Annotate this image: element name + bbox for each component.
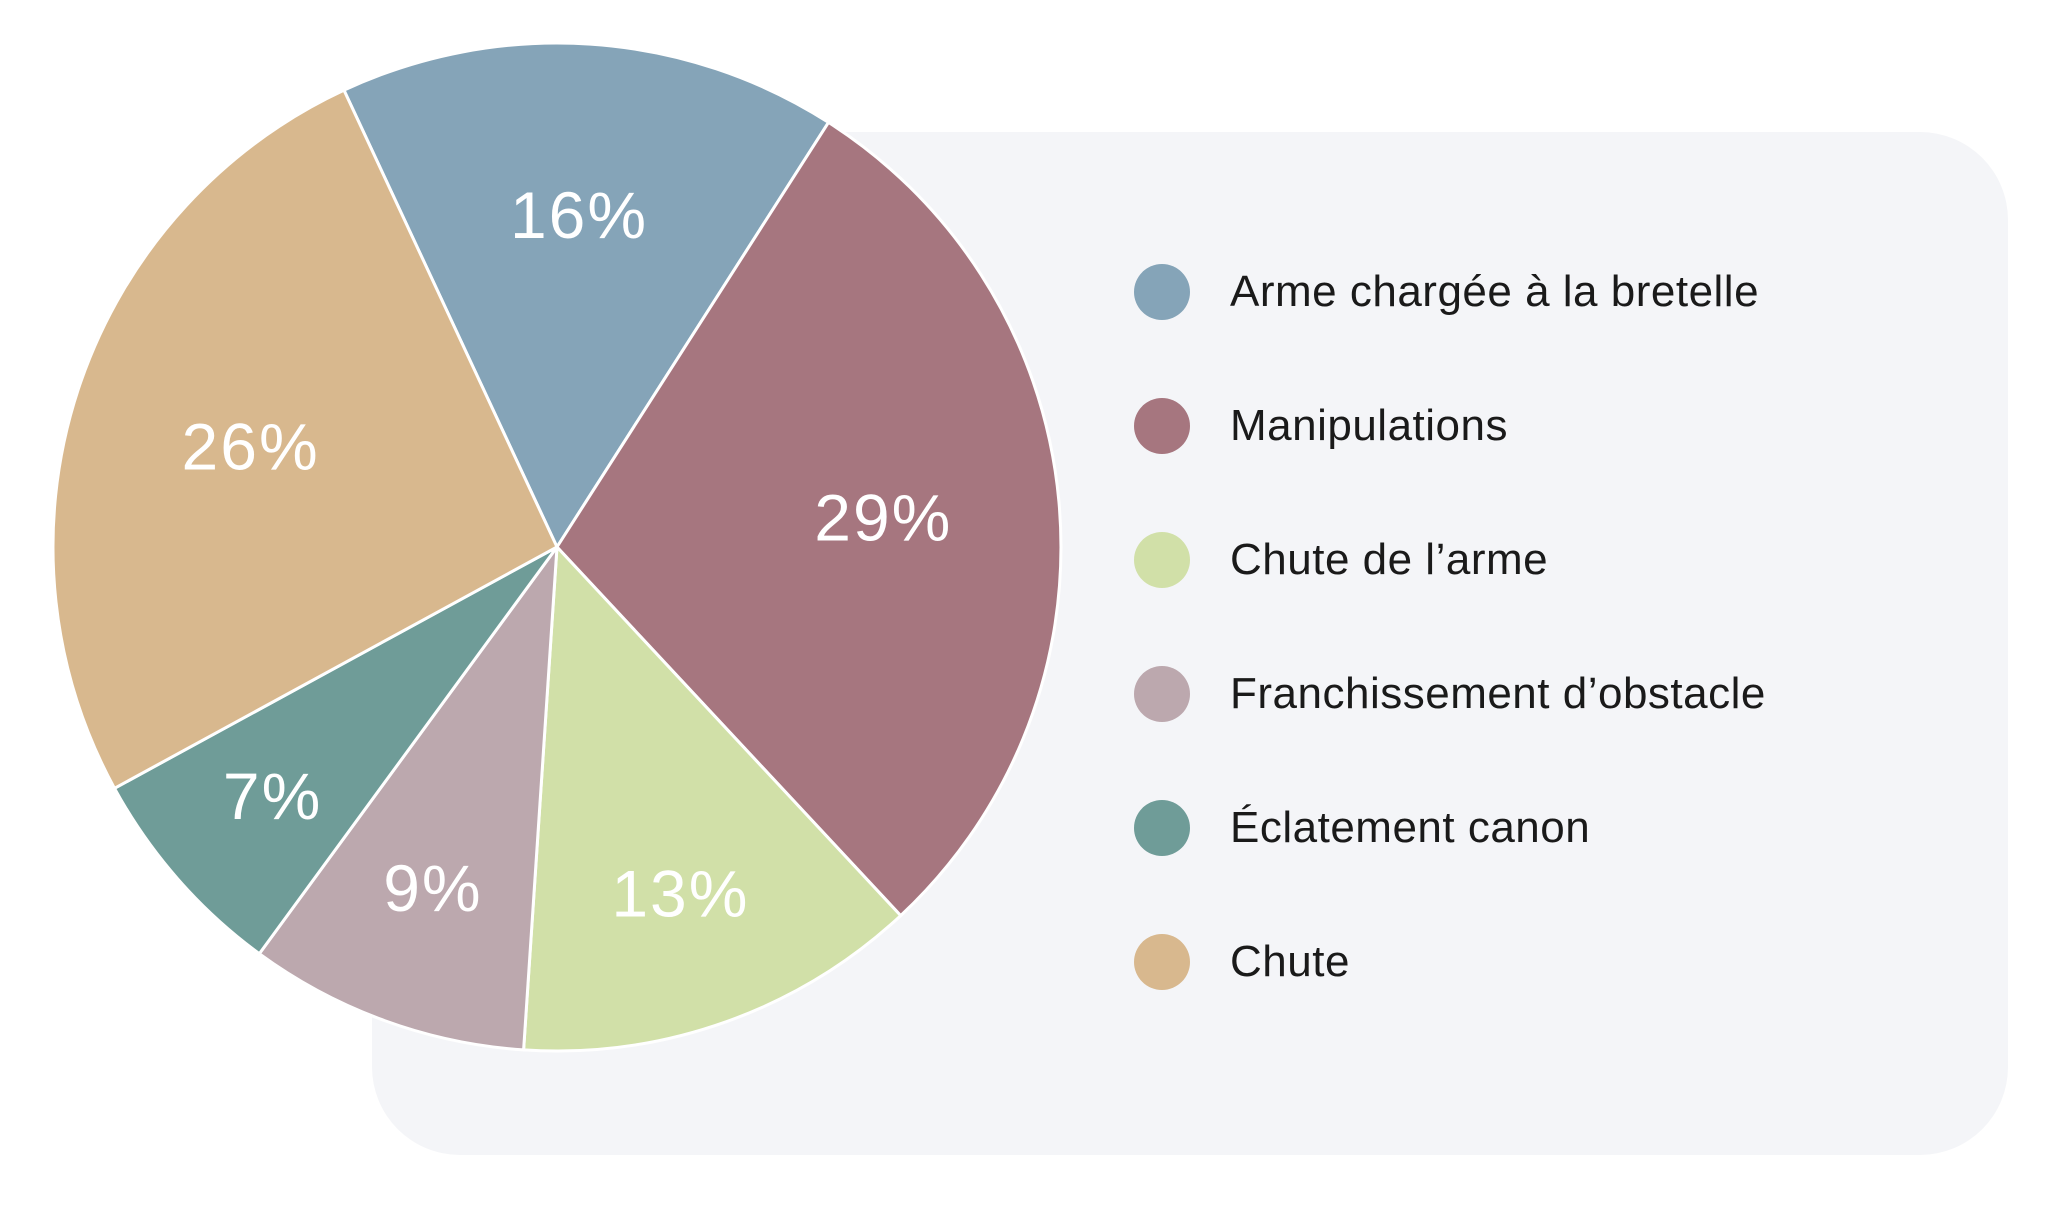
- legend-item-label: Chute de l’arme: [1230, 535, 1549, 584]
- pie-slice-percent-label: 7%: [223, 759, 322, 833]
- legend-swatch-circle: [1134, 532, 1190, 588]
- pie-slice: [51, 88, 559, 790]
- legend-item: Arme chargée à la bretelle: [1134, 225, 1766, 359]
- pie-slice-percent-label: 13%: [611, 857, 749, 931]
- legend-item: Franchissement d’obstacle: [1134, 627, 1766, 761]
- legend-swatch-circle: [1134, 666, 1190, 722]
- legend-item-label: Manipulations: [1230, 401, 1508, 450]
- legend-swatch-circle: [1134, 800, 1190, 856]
- legend-item: Manipulations: [1134, 359, 1766, 493]
- legend: Arme chargée à la bretelle Manipulations…: [1134, 225, 1766, 1029]
- pie-slice: [257, 545, 559, 1052]
- legend-item: Éclatement canon: [1134, 761, 1766, 895]
- pie-slice-percent-label: 9%: [383, 851, 482, 925]
- legend-item-label: Éclatement canon: [1230, 803, 1591, 852]
- legend-item-label: Chute: [1230, 937, 1350, 986]
- legend-item-label: Franchissement d’obstacle: [1230, 669, 1766, 718]
- pie-slice: [113, 545, 559, 956]
- legend-swatch-circle: [1134, 264, 1190, 320]
- pie-slice: [555, 120, 1063, 918]
- legend-swatch-circle: [1134, 398, 1190, 454]
- pie-slice: [522, 545, 903, 1053]
- pie-slice-percent-label: 29%: [814, 480, 952, 554]
- legend-item: Chute de l’arme: [1134, 493, 1766, 627]
- pie-slice-percent-label: 16%: [510, 178, 648, 252]
- pie-slice: [342, 41, 830, 549]
- pie-chart: 16% 29% 13% 9% 7% 26%: [51, 41, 1063, 1053]
- legend-swatch-circle: [1134, 934, 1190, 990]
- pie-slice-percent-label: 26%: [182, 409, 320, 483]
- legend-item-label: Arme chargée à la bretelle: [1230, 267, 1760, 316]
- legend-item: Chute: [1134, 895, 1766, 1029]
